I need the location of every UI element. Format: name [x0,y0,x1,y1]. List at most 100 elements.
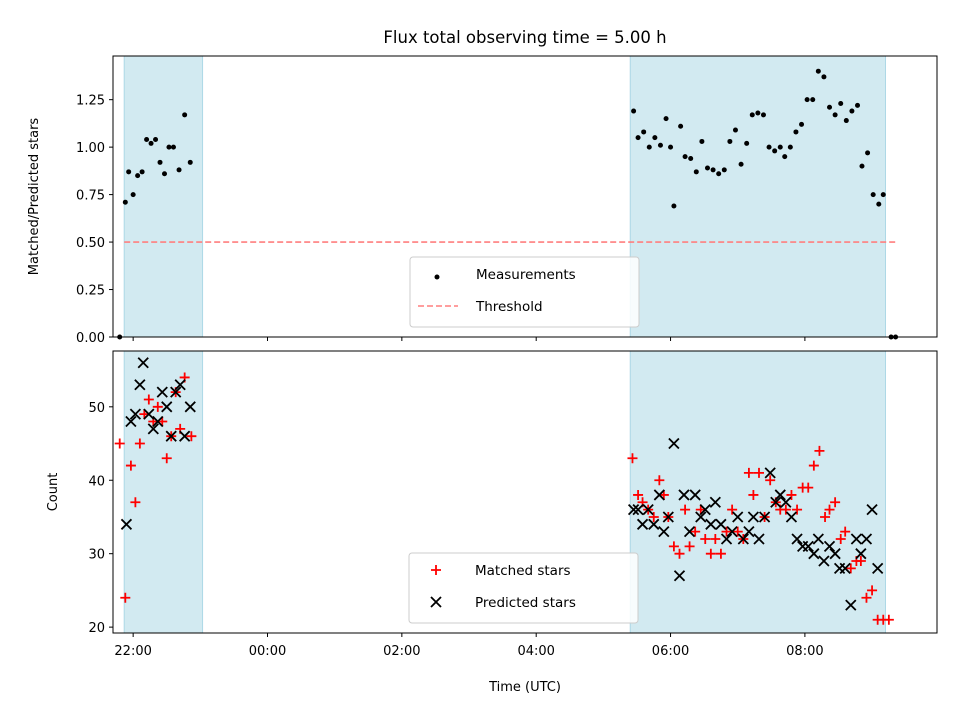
matched-star-point [814,445,825,456]
measurement-point [744,140,750,146]
matched-star-point [654,475,665,486]
measurement-point [760,112,766,118]
measurement-point [170,144,176,150]
top-legend: Measurements Threshold [409,256,640,328]
predicted-star-point [673,570,686,582]
x-tick-label: 06:00 [652,644,689,659]
measurement-point [827,104,833,110]
measurement-point [688,156,694,162]
predicted-star-point [632,503,644,516]
predicted-star-point [137,357,149,369]
matched-star-point [700,534,711,544]
legend-dot-swatch [434,274,440,280]
y-tick-label: 1.00 [76,141,105,156]
predicted-star-point [720,533,733,545]
measurement-point [166,144,172,150]
matched-star-point [727,504,738,515]
bottom-legend: Matched stars Predicted stars [408,552,639,624]
matched-star-point [830,497,841,508]
y-tick-label: 50 [88,401,105,416]
measurement-point [130,192,136,198]
predicted-star-point [699,503,711,516]
measurement-point [663,116,669,122]
predicted-star-point [120,518,133,530]
y-tick-label: 0.75 [76,189,105,204]
predicted-star-point [818,555,830,567]
measurement-point [777,144,783,150]
matched-star-point [120,592,131,603]
predicted-star-point [758,511,771,523]
measurement-point [704,165,710,171]
predicted-star-point [866,503,878,516]
predicted-star-point [695,511,707,523]
measurement-point [865,150,871,156]
matched-star-point [134,438,145,449]
matched-star-point [668,541,679,552]
measurement-point [755,110,761,116]
matched-star-point [161,453,172,464]
top-panel: 0.00 0.25 0.50 0.75 1.00 1.25 Matched/Predicte… [27,55,938,346]
measurement-point [838,100,844,106]
measurement-point [135,173,141,179]
predicted-star-point [823,540,836,552]
bottom-axes-frame [112,350,938,634]
observing-interval-shade [123,55,204,338]
predicted-star-point [764,467,776,479]
measurement-point [859,163,865,169]
predicted-star-point [774,489,786,501]
y-tick-label: 0.50 [76,236,105,251]
predicted-star-point [791,533,803,545]
measurement-point [727,138,733,144]
measurement-point [870,192,876,198]
predicted-star-point [715,518,727,530]
y-tick-label: 1.25 [76,94,105,109]
matched-star-point [627,453,638,464]
measurement-point [144,137,150,143]
predicted-star-point [770,496,782,508]
predicted-star-point [743,526,755,538]
measurement-point [749,112,755,118]
measurement-point [699,138,705,144]
matched-star-point [125,460,136,471]
predicted-star-point [845,599,857,611]
measurement-point [880,192,886,198]
measurement-point [682,154,688,160]
predicted-star-point [662,511,674,523]
measurement-point [855,102,861,108]
predicted-star-point [872,562,884,575]
matched-star-point [705,548,716,559]
matched-star-point [840,526,851,537]
bottom-y-axis-label: Count [46,473,61,512]
measurement-point [738,161,744,167]
measurement-point [678,123,684,129]
x-tick-label: 04:00 [517,644,554,659]
matched-star-point [143,394,154,405]
matched-star-point [753,467,764,478]
matched-star-point [803,482,814,493]
predicted-star-point [174,379,186,391]
measurement-point [804,97,810,103]
predicted-star-point [125,415,137,428]
y-tick-label: 20 [88,621,105,636]
measurement-point [721,167,727,173]
predicted-star-point [668,437,680,450]
legend-x-swatch [430,596,442,608]
measurement-point [652,135,658,141]
matched-star-point [152,401,163,412]
measurement-point [843,118,849,124]
predicted-star-point [179,430,191,442]
matched-star-point [861,592,872,603]
measurement-point [716,171,722,177]
predicted-star-point [747,511,760,523]
predicted-star-point [170,386,182,398]
figure-title: Flux total observing time = 5.00 h [383,28,666,47]
x-tick-label: 02:00 [383,644,420,659]
measurement-point [176,167,182,173]
predicted-star-point [689,489,701,501]
matched-star-point [786,489,797,500]
legend-label: Predicted stars [475,595,576,611]
predicted-star-point [839,562,851,575]
measurement-point [832,112,838,118]
predicted-star-point [134,379,146,391]
